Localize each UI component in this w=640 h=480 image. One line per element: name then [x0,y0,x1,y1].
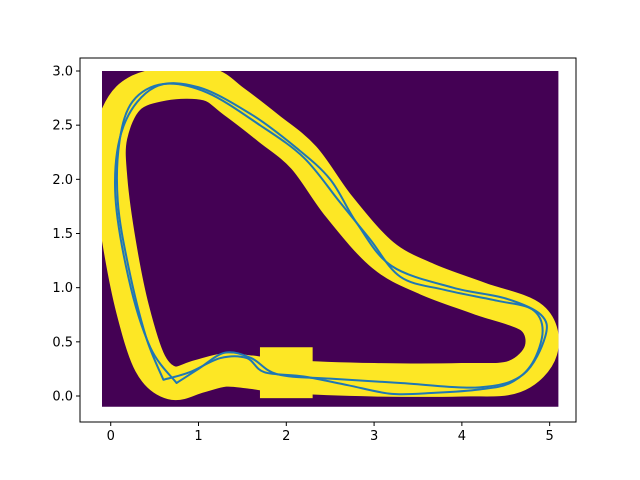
x-tick-label: 0 [107,429,115,444]
x-tick-label: 4 [458,429,466,444]
x-tick-label: 3 [370,429,378,444]
y-tick-label: 2.5 [52,119,73,134]
y-tick-label: 0.0 [52,390,73,405]
y-tick-label: 2.0 [52,173,73,188]
x-axis: 0 1 2 3 4 5 [107,422,554,444]
track-image [101,71,559,407]
y-tick-label: 0.5 [52,335,73,350]
x-tick-label: 2 [282,429,290,444]
x-tick-label: 5 [546,429,554,444]
y-tick-label: 1.5 [52,227,73,242]
y-tick-label: 3.0 [52,65,73,80]
x-tick-label: 1 [194,429,202,444]
path-line-2 [114,82,548,389]
y-tick-label: 1.0 [52,281,73,296]
track-band [101,71,559,401]
path-series [114,82,548,396]
path-line-1 [116,82,544,396]
axes-frame [79,57,577,423]
track-background [101,71,559,407]
y-axis: 0.0 0.5 1.0 1.5 2.0 2.5 3.0 [52,65,80,405]
